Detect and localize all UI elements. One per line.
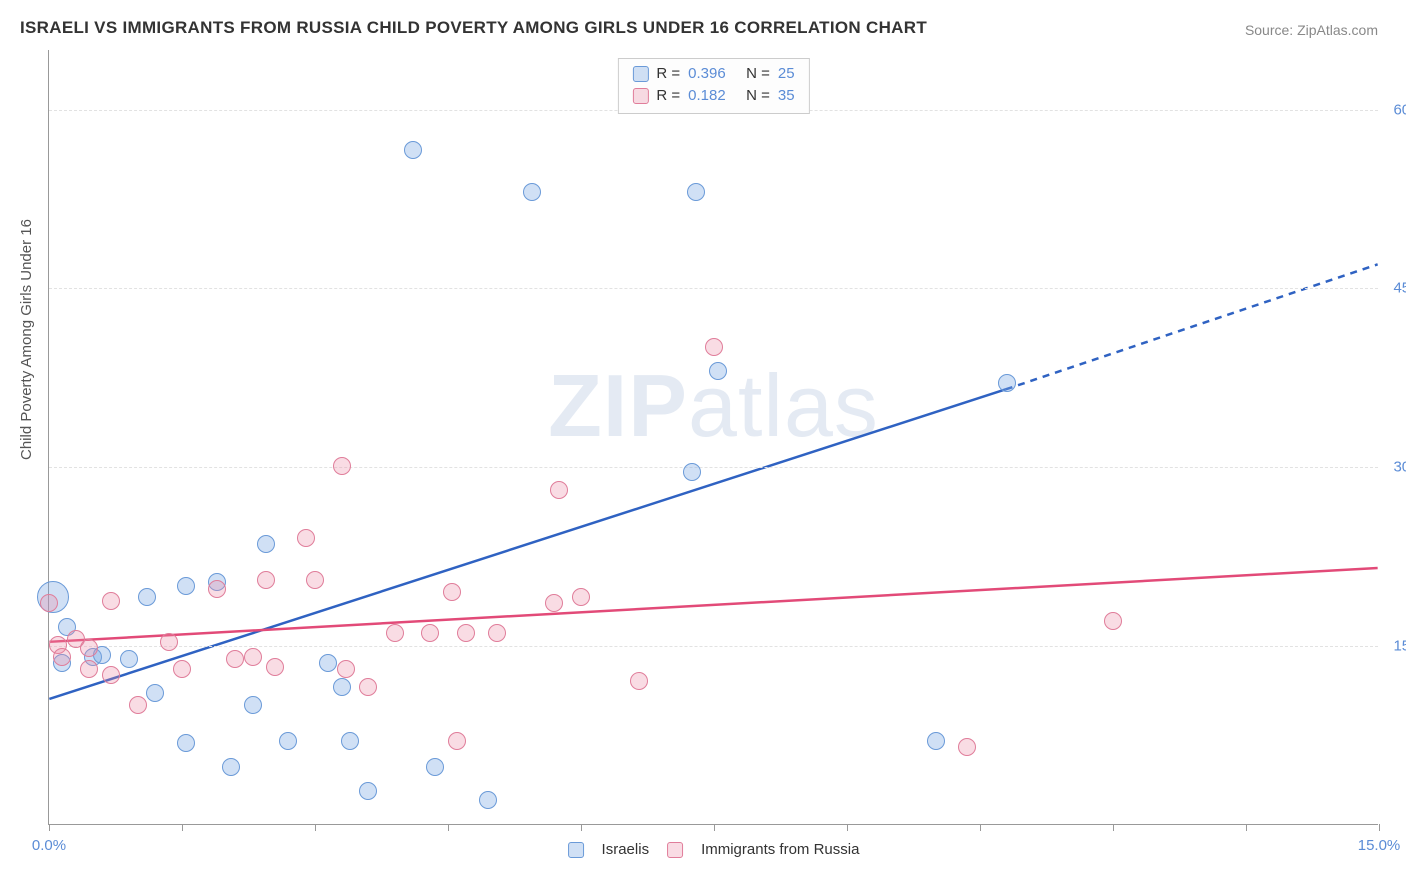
legend-series-name: Israelis [602, 841, 650, 858]
data-point [386, 624, 404, 642]
series-legend: Israelis Immigrants from Russia [568, 841, 860, 858]
y-tick-label: 30.0% [1393, 459, 1406, 476]
source-attribution: Source: ZipAtlas.com [1245, 22, 1378, 38]
data-point [306, 571, 324, 589]
data-point [257, 535, 275, 553]
data-point [102, 666, 120, 684]
x-tick [1379, 824, 1380, 831]
data-point [129, 696, 147, 714]
data-point [319, 654, 337, 672]
legend-swatch [667, 842, 683, 858]
data-point [488, 624, 506, 642]
data-point [222, 758, 240, 776]
data-point [426, 758, 444, 776]
data-point [173, 660, 191, 678]
data-point [457, 624, 475, 642]
data-point [297, 529, 315, 547]
data-point [709, 362, 727, 380]
data-point [443, 583, 461, 601]
x-tick [49, 824, 50, 831]
legend-swatch [632, 88, 648, 104]
data-point [244, 648, 262, 666]
data-point [479, 791, 497, 809]
data-point [226, 650, 244, 668]
data-point [359, 678, 377, 696]
data-point [1104, 612, 1122, 630]
plot-area: ZIPatlas R =0.396N =25R =0.182N =35 Isra… [48, 50, 1378, 825]
x-tick [182, 824, 183, 831]
data-point [927, 732, 945, 750]
data-point [341, 732, 359, 750]
gridline [49, 467, 1378, 468]
legend-swatch [632, 66, 648, 82]
correlation-legend: R = 0.396 N = 25 R = 0.182 N = 35 [617, 58, 809, 114]
data-point [53, 648, 71, 666]
data-point [359, 782, 377, 800]
data-point [146, 684, 164, 702]
data-point [687, 183, 705, 201]
data-point [337, 660, 355, 678]
legend-r-label: R = [656, 85, 680, 107]
data-point [550, 481, 568, 499]
legend-n-label: N = [746, 63, 770, 85]
y-tick-label: 45.0% [1393, 280, 1406, 297]
x-tick [1113, 824, 1114, 831]
data-point [630, 672, 648, 690]
data-point [102, 592, 120, 610]
x-tick [847, 824, 848, 831]
gridline [49, 288, 1378, 289]
y-tick-label: 60.0% [1393, 101, 1406, 118]
data-point [998, 374, 1016, 392]
data-point [421, 624, 439, 642]
legend-r-value: 0.182 [688, 85, 738, 107]
y-axis-label: Child Poverty Among Girls Under 16 [18, 219, 35, 460]
data-point [257, 571, 275, 589]
data-point [333, 457, 351, 475]
data-point [404, 141, 422, 159]
data-point [177, 734, 195, 752]
data-point [244, 696, 262, 714]
data-point [572, 588, 590, 606]
x-tick [315, 824, 316, 831]
legend-n-value: 35 [778, 85, 795, 107]
data-point [120, 650, 138, 668]
x-tick [448, 824, 449, 831]
legend-row: R = 0.182 N = 35 [632, 85, 794, 107]
gridline [49, 646, 1378, 647]
data-point [448, 732, 466, 750]
x-tick [980, 824, 981, 831]
legend-series-name: Immigrants from Russia [701, 841, 859, 858]
data-point [523, 183, 541, 201]
data-point [266, 658, 284, 676]
x-tick [714, 824, 715, 831]
data-point [138, 588, 156, 606]
data-point [705, 338, 723, 356]
data-point [333, 678, 351, 696]
x-tick-label: 15.0% [1358, 837, 1401, 854]
data-point [80, 639, 98, 657]
legend-n-value: 25 [778, 63, 795, 85]
x-tick-label: 0.0% [32, 837, 66, 854]
data-point [208, 580, 226, 598]
y-tick-label: 15.0% [1393, 638, 1406, 655]
legend-n-label: N = [746, 85, 770, 107]
legend-row: R = 0.396 N = 25 [632, 63, 794, 85]
legend-swatch [568, 842, 584, 858]
watermark-bold: ZIP [548, 356, 688, 455]
x-tick [1246, 824, 1247, 831]
data-point [279, 732, 297, 750]
data-point [177, 577, 195, 595]
x-tick [581, 824, 582, 831]
data-point [160, 633, 178, 651]
legend-r-label: R = [656, 63, 680, 85]
data-point [958, 738, 976, 756]
data-point [545, 594, 563, 612]
data-point [80, 660, 98, 678]
legend-r-value: 0.396 [688, 63, 738, 85]
data-point [683, 463, 701, 481]
chart-title: ISRAELI VS IMMIGRANTS FROM RUSSIA CHILD … [20, 18, 927, 38]
data-point [40, 594, 58, 612]
